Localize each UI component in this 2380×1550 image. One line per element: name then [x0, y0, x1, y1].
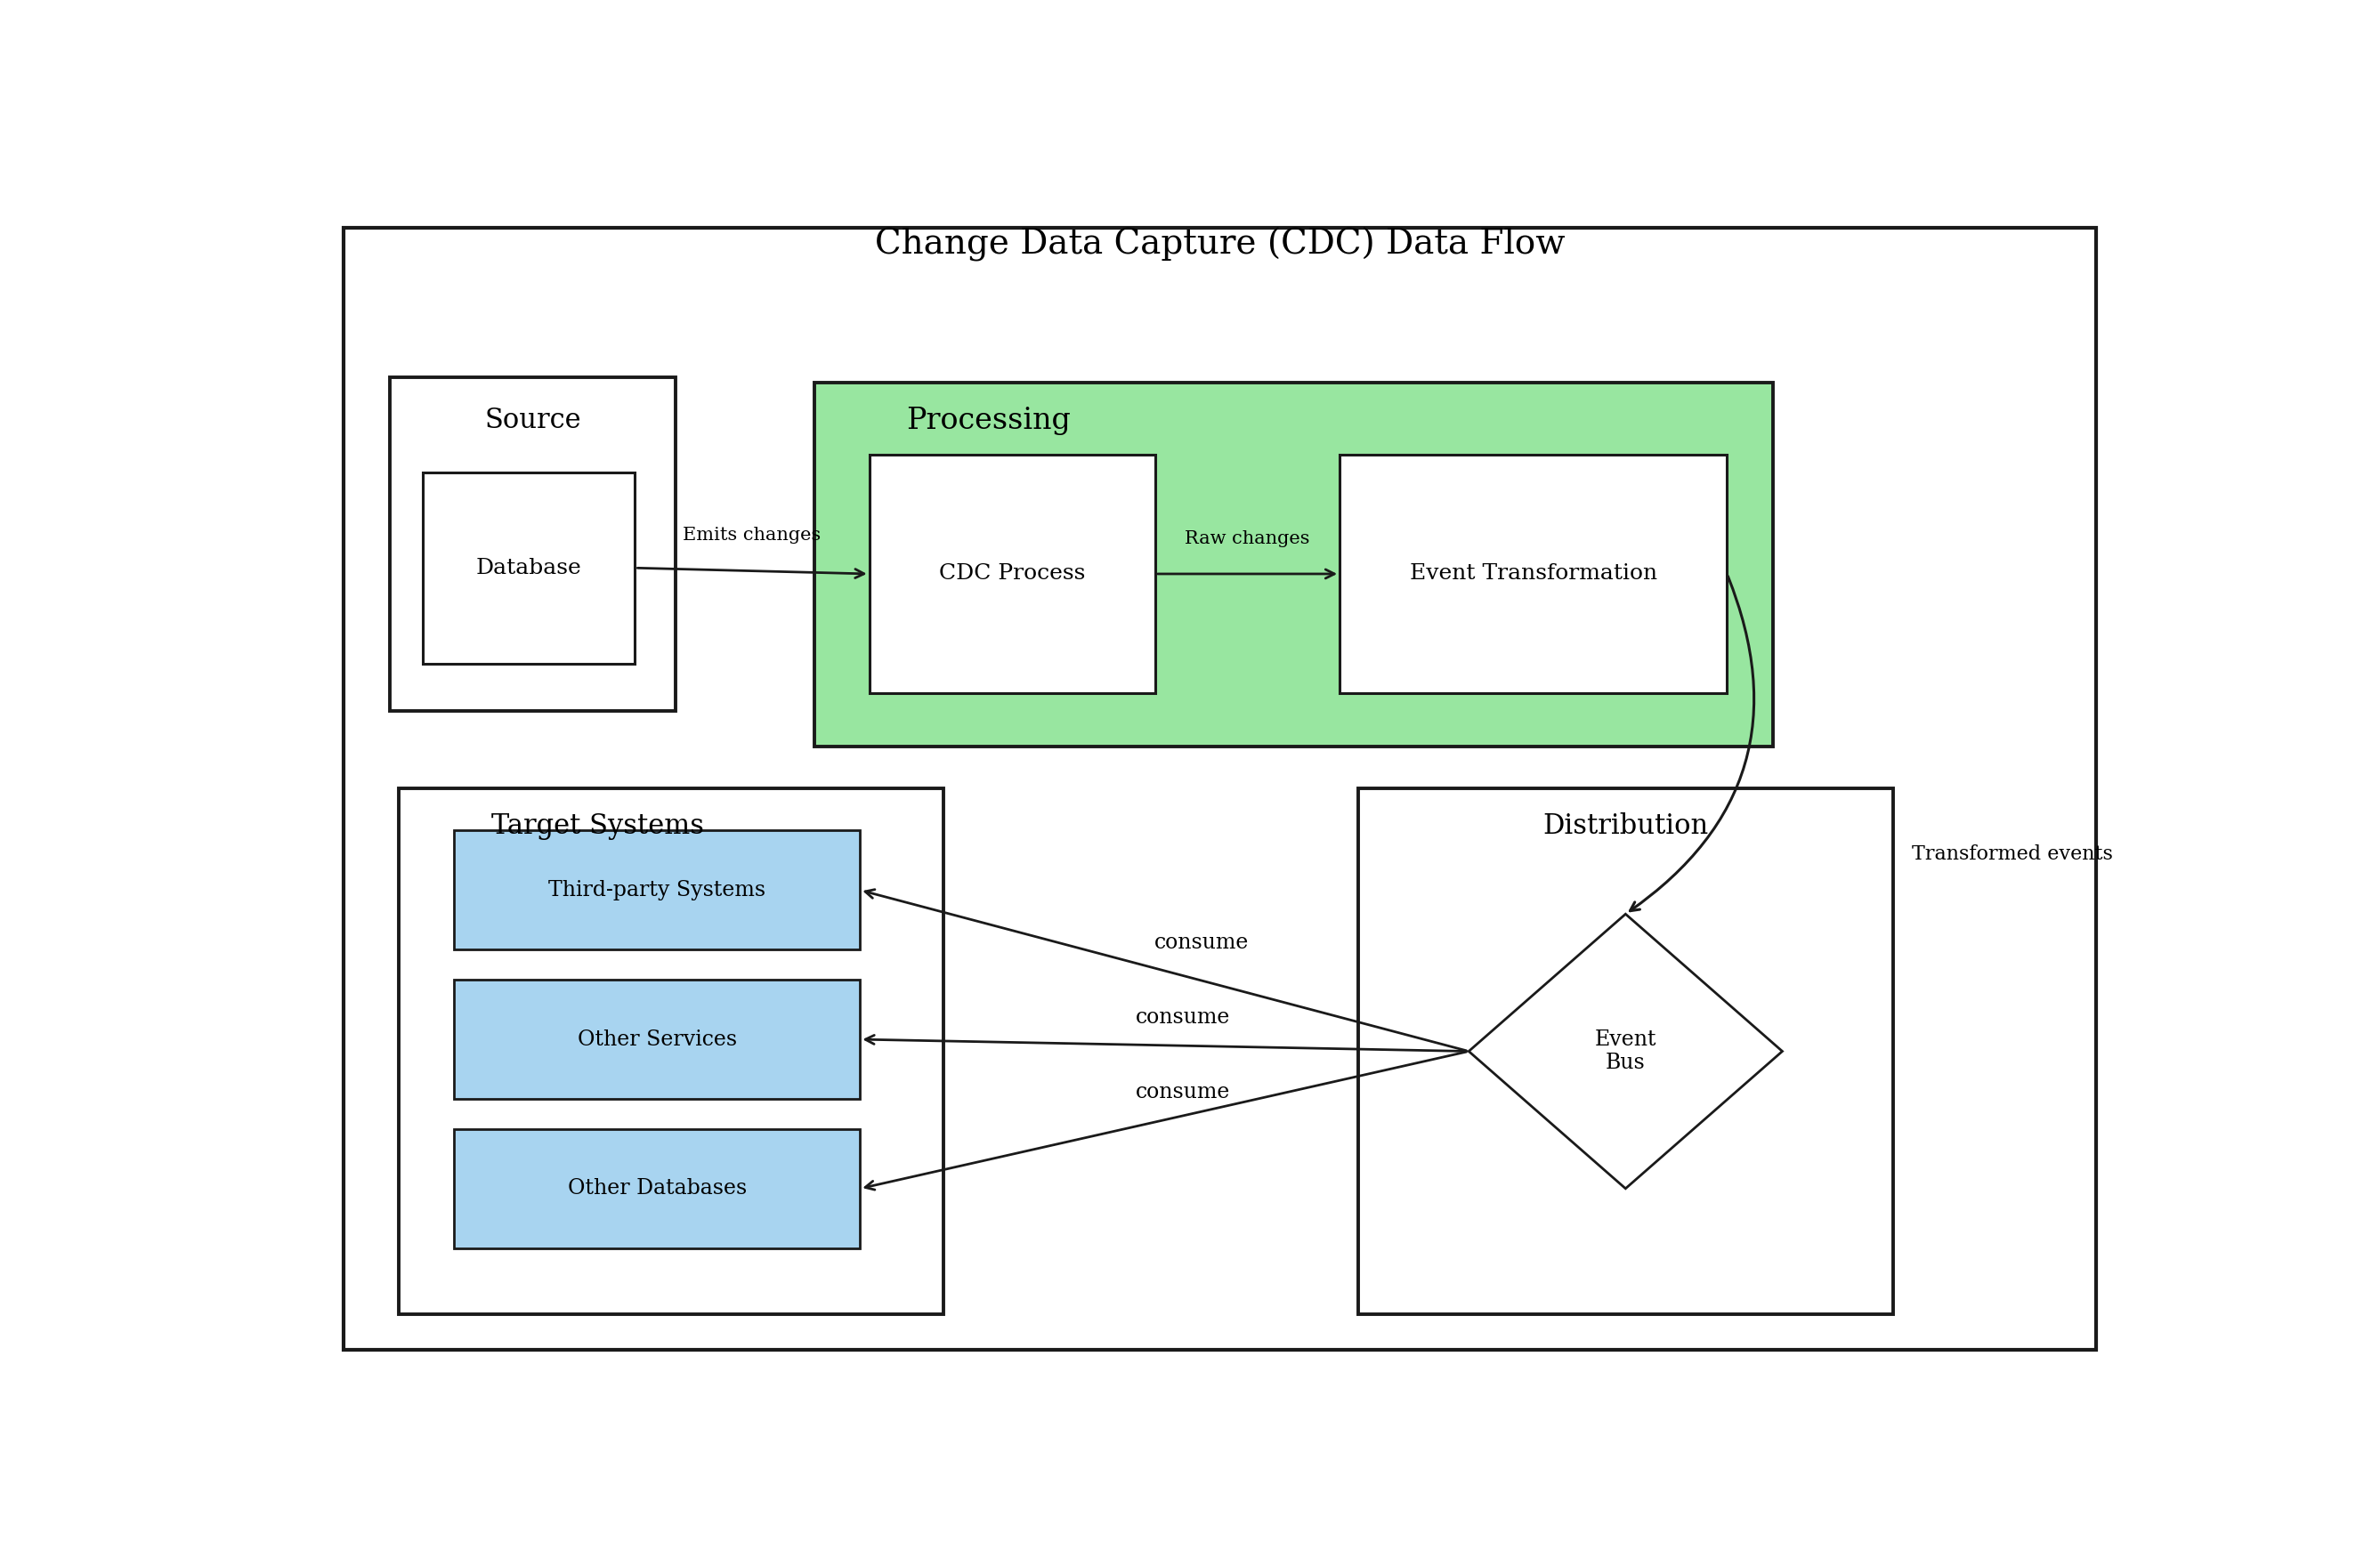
FancyArrowPatch shape	[1630, 577, 1754, 911]
Bar	[869, 454, 1154, 693]
Text: Event
Bus: Event Bus	[1595, 1029, 1656, 1073]
Text: consume: consume	[1154, 933, 1250, 953]
Text: Other Services: Other Services	[578, 1029, 738, 1049]
FancyArrowPatch shape	[866, 1035, 1466, 1051]
Text: Target Systems: Target Systems	[490, 812, 704, 840]
Text: Processing: Processing	[907, 406, 1071, 436]
Bar	[455, 831, 859, 950]
Text: Emits changes: Emits changes	[683, 527, 821, 544]
FancyArrowPatch shape	[638, 567, 864, 578]
Bar	[1340, 454, 1728, 693]
FancyArrowPatch shape	[866, 1052, 1466, 1190]
Bar	[455, 980, 859, 1099]
Text: Event Transformation: Event Transformation	[1409, 564, 1656, 584]
Text: consume: consume	[1135, 1082, 1230, 1102]
Text: Raw changes: Raw changes	[1185, 530, 1309, 547]
Bar	[400, 789, 942, 1314]
FancyArrowPatch shape	[1157, 569, 1335, 578]
Text: Transformed events: Transformed events	[1911, 845, 2113, 865]
Bar	[814, 383, 1773, 747]
Polygon shape	[1468, 914, 1783, 1189]
Text: Third-party Systems: Third-party Systems	[547, 880, 766, 901]
Text: Database: Database	[476, 558, 581, 578]
Bar	[455, 1128, 859, 1248]
Text: Source: Source	[486, 406, 581, 434]
Text: Other Databases: Other Databases	[566, 1178, 747, 1198]
Text: CDC Process: CDC Process	[940, 564, 1085, 584]
Bar	[390, 377, 676, 711]
Text: Change Data Capture (CDC) Data Flow: Change Data Capture (CDC) Data Flow	[873, 228, 1566, 262]
Text: consume: consume	[1135, 1008, 1230, 1028]
Bar	[1359, 789, 1892, 1314]
Bar	[424, 473, 635, 663]
Text: Distribution: Distribution	[1542, 812, 1709, 840]
FancyArrowPatch shape	[866, 890, 1466, 1051]
